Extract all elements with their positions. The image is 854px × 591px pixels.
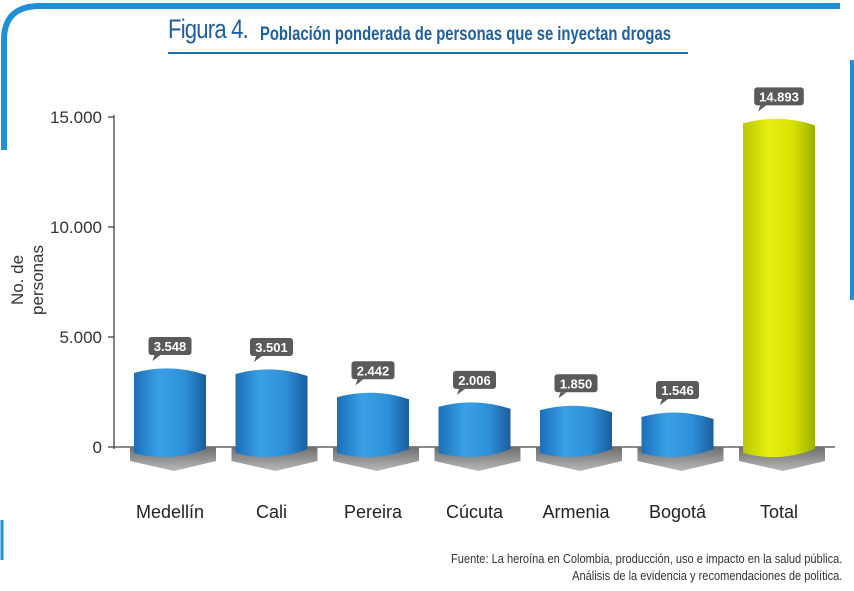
bar — [235, 369, 308, 458]
value-label: 3.501 — [255, 340, 288, 355]
value-label: 2.442 — [357, 363, 390, 378]
bar-group: 1.546 Bogotá — [637, 380, 724, 522]
bar — [438, 402, 511, 458]
value-label-bg — [351, 361, 395, 380]
value-label-bg — [656, 380, 699, 399]
figure-number: Figura 4. — [168, 14, 249, 44]
bar-group: 3.548 Medellín — [130, 336, 216, 522]
y-tick-label: 10.000 — [50, 218, 102, 237]
value-label-bg — [453, 370, 496, 389]
y-tick-label: 5.000 — [59, 328, 102, 347]
bar-group: 1.850 Armenia — [536, 374, 622, 522]
chart-title: Figura 4. Población ponderada de persona… — [168, 14, 688, 54]
value-label-pointer — [758, 105, 767, 112]
value-label-pointer — [558, 392, 567, 399]
value-label: 3.548 — [154, 339, 187, 354]
value-label: 1.546 — [661, 383, 694, 398]
value-label-bg — [148, 336, 192, 355]
category-label: Cali — [256, 502, 287, 522]
source-line-2: Análisis de la evidencia y recomendacion… — [571, 568, 842, 583]
value-label-pointer — [355, 379, 364, 386]
bar — [134, 368, 206, 458]
category-label: Bogotá — [649, 502, 707, 522]
bar — [641, 412, 714, 458]
bar-group: 3.501 Cali — [231, 337, 318, 522]
category-label: Cúcuta — [446, 502, 504, 522]
bar-group: 2.006 Cúcuta — [434, 370, 521, 522]
category-label: Pereira — [344, 502, 403, 522]
value-label-pointer — [660, 398, 668, 405]
category-label: Total — [760, 502, 798, 522]
value-label-bg — [554, 374, 598, 393]
source-line-1: Fuente: La heroína en Colombia, producci… — [450, 551, 842, 566]
value-label-pointer — [457, 388, 465, 395]
bar-group: 2.442 Pereira — [333, 361, 419, 522]
bar-total — [743, 118, 815, 458]
y-tick-label: 0 — [93, 438, 102, 457]
value-label-pointer — [152, 354, 161, 361]
chart-title-text: Población ponderada de personas que se i… — [260, 24, 671, 45]
value-label: 2.006 — [458, 373, 491, 388]
bar-group: 14.893 Total — [739, 87, 825, 522]
source-note: Fuente: La heroína en Colombia, producci… — [451, 550, 842, 584]
category-label: Armenia — [542, 502, 610, 522]
value-label-pointer — [254, 355, 262, 362]
value-label-bg — [250, 337, 293, 356]
bar — [540, 405, 612, 458]
value-label: 1.850 — [560, 376, 593, 391]
value-label-bg — [754, 87, 804, 106]
y-tick-label: 15.000 — [50, 108, 102, 127]
category-label: Medellín — [136, 502, 204, 522]
value-label: 14.893 — [759, 89, 799, 104]
bar — [337, 392, 409, 458]
